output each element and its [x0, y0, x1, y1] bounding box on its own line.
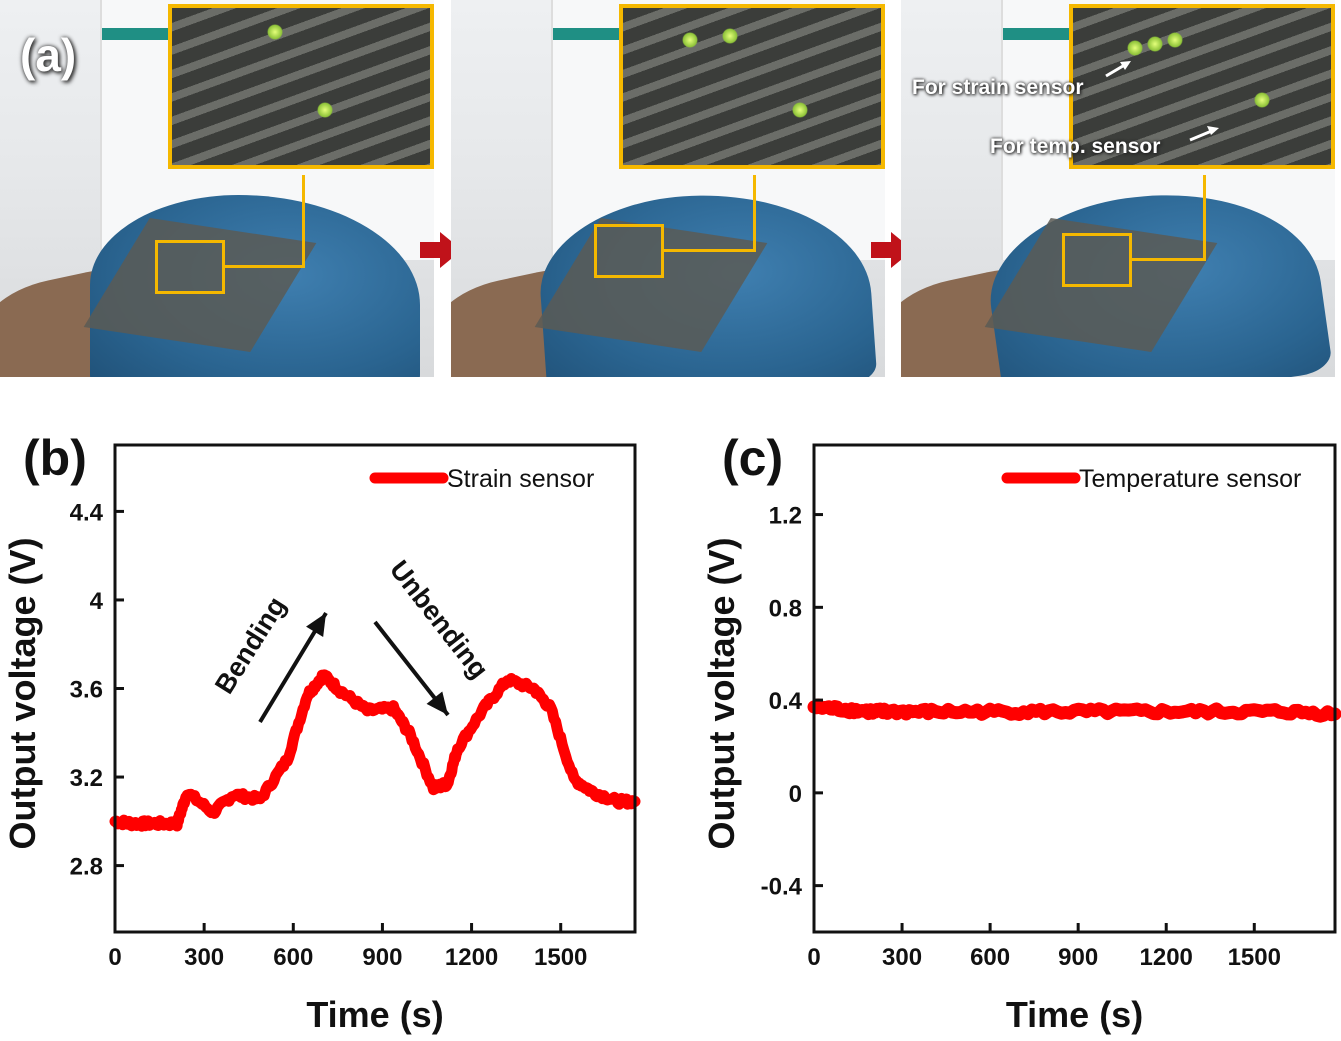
- unbending-arrow-icon-head: [426, 691, 448, 715]
- led-indicator: [317, 102, 333, 118]
- zoom-inset: [168, 4, 434, 169]
- bending-annotation: Bending: [209, 591, 292, 698]
- unbending-annotation: Unbending: [384, 555, 494, 685]
- connector-line: [1203, 175, 1206, 261]
- x-tick-label: 1200: [445, 944, 498, 971]
- connector-line: [753, 175, 756, 252]
- connector-line: [302, 175, 305, 268]
- strain-pointer-arrowhead: [1120, 61, 1131, 70]
- x-axis-label: Time (s): [1006, 994, 1143, 1035]
- zoom-inset: [619, 4, 885, 169]
- x-tick-label: 600: [273, 944, 313, 971]
- highlight-box: [1062, 233, 1132, 287]
- strain-sensor-annotation: For strain sensor: [912, 76, 1084, 99]
- x-tick-label: 1200: [1140, 944, 1193, 971]
- led-indicator: [722, 28, 738, 44]
- x-tick-label: 900: [362, 944, 402, 971]
- y-tick-label: 0: [789, 781, 802, 808]
- y-tick-label: 0.4: [769, 688, 803, 715]
- plot-frame: [812, 443, 1337, 934]
- panel-label: (c): [722, 430, 783, 486]
- panel-a-label: (a): [20, 29, 77, 81]
- highlight-box: [155, 240, 225, 294]
- data-line-0: [109, 669, 641, 832]
- x-tick-label: 300: [184, 944, 224, 971]
- y-tick-label: 3.2: [70, 765, 103, 792]
- y-tick-label: 4: [90, 588, 104, 615]
- led-indicator: [682, 32, 698, 48]
- led-indicator: [1254, 92, 1270, 108]
- chart-strain: 0 300 600 900 1200 1500 2.8 3.2 3.6 4 4.4 Time (s) O…: [2, 430, 641, 1035]
- temp-sensor-annotation: For temp. sensor: [990, 135, 1161, 158]
- led-indicator: [1147, 36, 1163, 52]
- x-tick-label: 600: [970, 944, 1010, 971]
- led-indicator: [792, 102, 808, 118]
- y-tick-label: 1.2: [769, 503, 802, 530]
- bending-arrow-icon-head: [306, 613, 326, 637]
- x-tick-label: 0: [807, 944, 820, 971]
- legend-label: Strain sensor: [447, 465, 594, 493]
- x-axis-label: Time (s): [306, 994, 443, 1035]
- data-line-1: [807, 698, 1341, 723]
- sequence-arrow-stem: [871, 242, 891, 258]
- y-tick-label: 0.8: [769, 595, 802, 622]
- y-tick-label: 4.4: [70, 499, 104, 526]
- zoom-inset: [1069, 4, 1335, 169]
- y-axis-label: Output voltage (V): [701, 538, 742, 850]
- annotation-arrows: [1105, 61, 1219, 142]
- temp-pointer-arrowhead: [1207, 126, 1219, 135]
- legend-label: Temperature sensor: [1079, 465, 1301, 493]
- led-indicator: [267, 24, 283, 40]
- connector-line: [225, 265, 302, 268]
- connector-line: [664, 249, 753, 252]
- panel-label: (b): [23, 430, 87, 486]
- y-tick-label: 2.8: [70, 854, 103, 881]
- x-tick-label: 300: [882, 944, 922, 971]
- sequence-arrow-stem: [420, 242, 440, 258]
- x-tick-label: 1500: [1228, 944, 1281, 971]
- y-tick-label: -0.4: [761, 874, 803, 901]
- x-tick-label: 900: [1058, 944, 1098, 971]
- chart-temperature: 0 300 600 900 1200 1500 -0.4 0 0.4 0.8 1.2 Time (s)…: [701, 430, 1341, 1035]
- y-axis-label: Output voltage (V): [2, 538, 43, 850]
- highlight-box: [594, 224, 664, 278]
- plot-frame: [113, 443, 637, 934]
- y-tick-label: 3.6: [70, 677, 103, 704]
- x-tick-label: 0: [108, 944, 121, 971]
- led-indicator: [1127, 40, 1143, 56]
- led-indicator: [1167, 32, 1183, 48]
- x-tick-label: 1500: [534, 944, 587, 971]
- connector-line: [1132, 258, 1203, 261]
